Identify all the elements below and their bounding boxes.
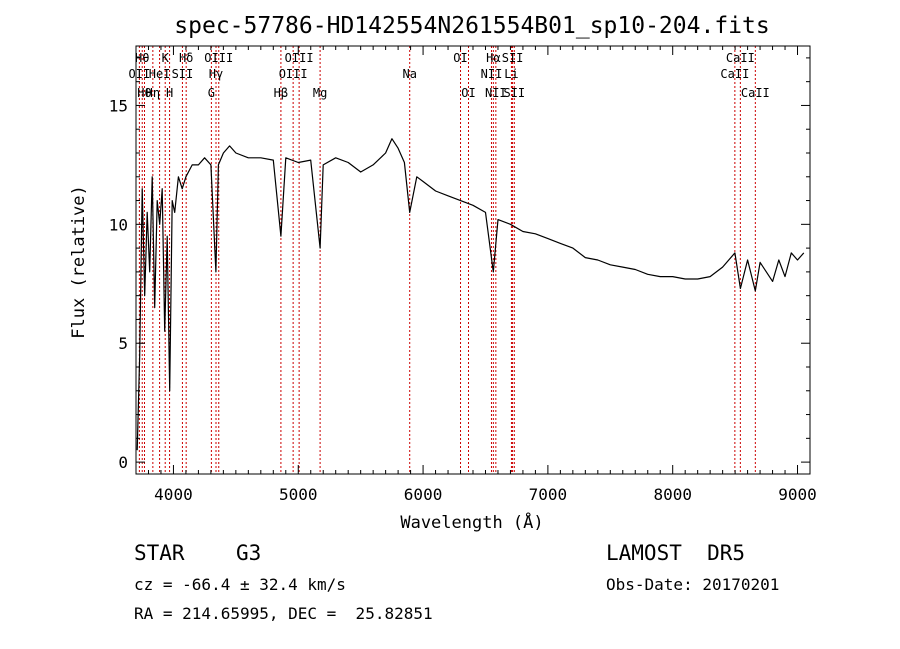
spectral-line-label: OII bbox=[129, 67, 151, 81]
spectral-line-label: Hθ bbox=[137, 86, 151, 100]
y-tick-label: 15 bbox=[109, 96, 128, 115]
spectral-line-label: Hθ bbox=[135, 51, 149, 65]
x-axis-label: Wavelength (Å) bbox=[400, 511, 543, 533]
spectral-line-label: OIII bbox=[285, 51, 314, 65]
x-tick-label: 5000 bbox=[279, 485, 318, 504]
spectral-line-label: OI bbox=[453, 51, 467, 65]
sky-coordinates: RA = 214.65995, DEC = 25.82851 bbox=[134, 604, 433, 623]
observation-date: Obs-Date: 20170201 bbox=[606, 575, 780, 594]
spectral-line-label: CaII bbox=[726, 51, 755, 65]
y-tick-label: 0 bbox=[118, 453, 128, 472]
spectral-line-label: Hβ bbox=[274, 86, 288, 100]
spectral-line-label: CaII bbox=[720, 67, 749, 81]
spectral-line-label: NII bbox=[485, 86, 507, 100]
x-axis: 4000 5000 6000 7000 8000 9000 bbox=[135, 46, 817, 504]
spectral-line-label: K bbox=[162, 51, 170, 65]
x-tick-label: 7000 bbox=[529, 485, 568, 504]
y-tick-label: 5 bbox=[118, 334, 128, 353]
spectral-line-label: SII bbox=[503, 86, 525, 100]
spectral-line-label: HeI bbox=[149, 67, 171, 81]
y-axis: 0 5 10 15 bbox=[109, 57, 810, 472]
x-tick-label: 9000 bbox=[778, 485, 817, 504]
spectral-line-label: G bbox=[208, 86, 215, 100]
marker-label-layer: OIIHθHθHηHeIKHSIIHδGHγOIIIHβOIIIOIIIMgNa… bbox=[129, 51, 770, 100]
spectral-line-label: H bbox=[166, 86, 173, 100]
spectral-line-label: SII bbox=[502, 51, 524, 65]
spectral-line-label: OIII bbox=[279, 67, 308, 81]
spectral-subclass: G3 bbox=[236, 541, 262, 565]
chart-title: spec-57786-HD142554N261554B01_sp10-204.f… bbox=[174, 13, 769, 39]
x-tick-label: 6000 bbox=[404, 485, 443, 504]
plot-frame bbox=[135, 45, 811, 475]
spectral-line-label: Hδ bbox=[179, 51, 193, 65]
spectral-line-label: OI bbox=[461, 86, 475, 100]
spectral-line-label: Mg bbox=[313, 86, 327, 100]
spectrum-line-layer bbox=[136, 138, 805, 451]
spectral-line-label: CaII bbox=[741, 86, 770, 100]
spectral-line-label: Li bbox=[504, 67, 518, 81]
spectral-line-label: Hα bbox=[486, 51, 500, 65]
spectrum-series-line bbox=[136, 138, 805, 451]
redshift-value: cz = -66.4 ± 32.4 km/s bbox=[134, 575, 346, 594]
object-class: STAR bbox=[134, 541, 185, 565]
spectral-line-label: Na bbox=[402, 67, 416, 81]
spectral-line-label: Hγ bbox=[209, 67, 223, 81]
marker-line-layer bbox=[138, 46, 756, 474]
survey-name: LAMOST DR5 bbox=[606, 541, 746, 565]
spectral-line-label: NII bbox=[481, 67, 503, 81]
x-tick-label: 8000 bbox=[653, 485, 692, 504]
spectral-line-label: SII bbox=[172, 67, 194, 81]
x-tick-label: 4000 bbox=[154, 485, 193, 504]
spectral-line-label: OIII bbox=[204, 51, 233, 65]
spectral-line-label: Hη bbox=[146, 86, 160, 100]
y-tick-label: 10 bbox=[109, 215, 128, 234]
y-axis-label: Flux (relative) bbox=[69, 185, 89, 339]
